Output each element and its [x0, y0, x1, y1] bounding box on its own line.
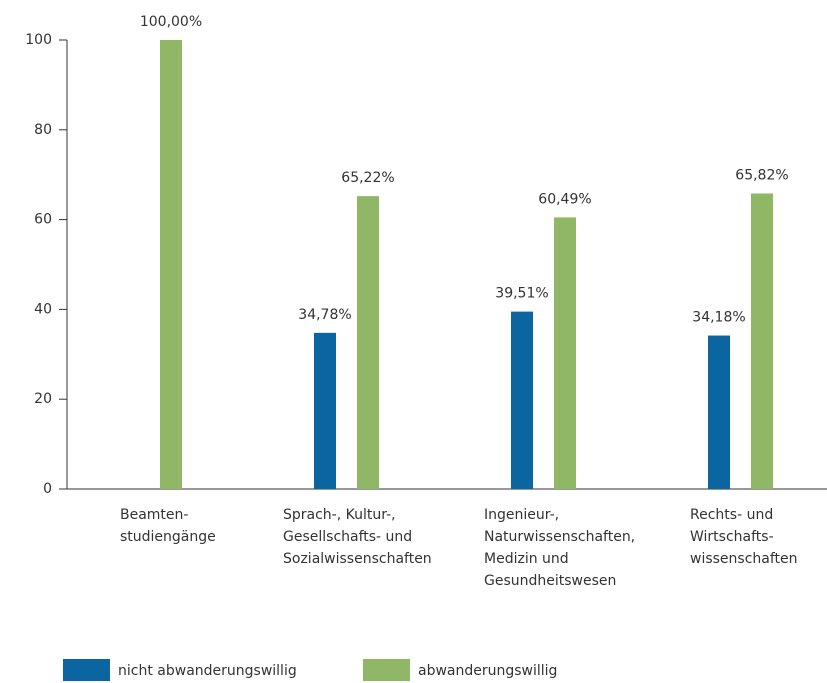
bar: [160, 40, 182, 489]
legend-label: nicht abwanderungswillig: [118, 663, 297, 679]
bar: [314, 332, 336, 489]
y-tick-label: 60: [34, 212, 52, 228]
value-label: 39,51%: [495, 286, 548, 302]
y-tick-label: 80: [34, 122, 52, 138]
y-tick-label: 100: [25, 32, 52, 48]
x-tick-label: Rechts- und Wirtschafts- wissenschaften: [690, 507, 798, 567]
x-tick-label: Beamten- studiengänge: [120, 507, 216, 545]
y-tick-label: 20: [34, 391, 52, 407]
bar: [554, 217, 576, 489]
value-label: 65,22%: [341, 170, 394, 186]
y-tick-label: 40: [34, 301, 52, 317]
legend-swatch: [63, 659, 110, 681]
value-label: 65,82%: [735, 167, 788, 183]
y-tick-label: 0: [43, 481, 52, 497]
value-label: 60,49%: [538, 191, 591, 207]
bar: [357, 196, 379, 489]
x-tick-label: Ingenieur-, Naturwissenschaften, Medizin…: [484, 507, 636, 589]
value-label: 34,78%: [298, 307, 351, 323]
bar: [511, 311, 533, 489]
x-tick-label: Sprach-, Kultur-, Gesellschafts- und Soz…: [283, 507, 432, 567]
value-label: 100,00%: [140, 14, 202, 30]
legend-swatch: [363, 659, 410, 681]
bar: [708, 335, 730, 489]
bar: [751, 193, 773, 489]
legend-label: abwanderungswillig: [418, 663, 557, 679]
value-label: 34,18%: [692, 310, 745, 326]
